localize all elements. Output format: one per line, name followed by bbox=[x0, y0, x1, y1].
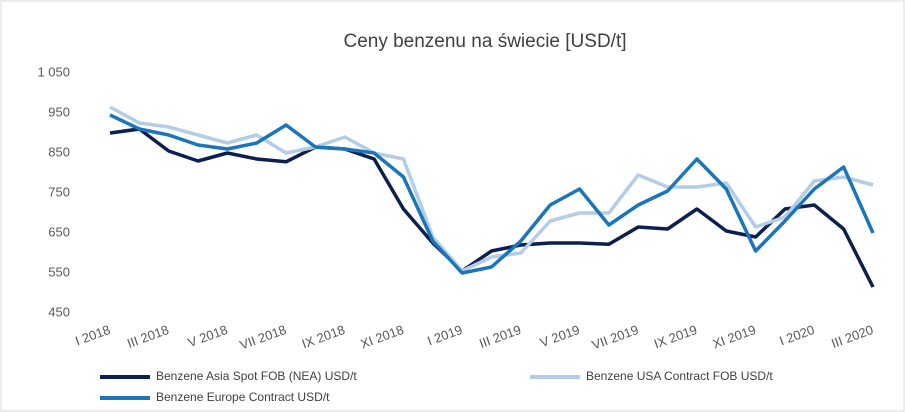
y-tick-label: 550 bbox=[48, 264, 70, 279]
series-line bbox=[109, 113, 875, 275]
y-tick-label: 750 bbox=[48, 184, 70, 199]
y-tick-label: 850 bbox=[48, 144, 70, 159]
y-tick-label: 950 bbox=[48, 104, 70, 119]
y-tick-label: 1 050 bbox=[37, 64, 70, 79]
legend-label: Benzene Asia Spot FOB (NEA) USD/t bbox=[156, 369, 357, 383]
series-line bbox=[109, 127, 875, 288]
y-tick-label: 650 bbox=[48, 224, 70, 239]
chart-title: Ceny benzenu na świecie [USD/t] bbox=[343, 31, 626, 52]
y-tick-label: 450 bbox=[48, 304, 70, 319]
legend-label: Benzene Europe Contract USD/t bbox=[156, 390, 330, 404]
series-line bbox=[109, 105, 874, 273]
legend-label: Benzene USA Contract FOB USD/t bbox=[586, 369, 773, 383]
